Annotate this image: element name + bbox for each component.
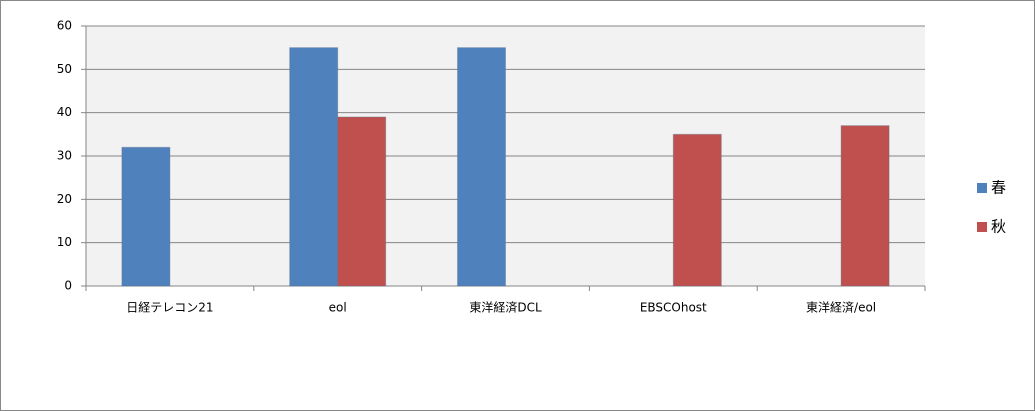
bar	[289, 47, 339, 287]
legend-swatch	[977, 183, 987, 193]
legend-swatch	[977, 222, 987, 232]
bar	[840, 125, 890, 287]
x-tick-label: eol	[329, 301, 347, 315]
y-tick-label: 20	[57, 192, 72, 206]
bar	[337, 116, 387, 287]
bar	[672, 133, 722, 287]
x-tick-label: 東洋経済DCL	[469, 300, 542, 315]
x-tick-label: 東洋経済/eol	[806, 300, 876, 315]
y-tick-label: 50	[57, 62, 72, 76]
legend-label: 秋	[991, 218, 1006, 236]
y-tick-label: 10	[57, 235, 72, 249]
bar	[121, 146, 171, 287]
x-tick-label: EBSCOhost	[640, 301, 707, 315]
y-tick-label: 40	[57, 105, 72, 119]
y-tick-label: 60	[57, 19, 72, 33]
bar	[457, 47, 506, 287]
legend-label: 春	[991, 179, 1006, 197]
y-tick-label: 0	[64, 279, 72, 293]
x-tick-label: 日経テレコン21	[126, 301, 213, 315]
y-tick-label: 30	[57, 149, 72, 163]
